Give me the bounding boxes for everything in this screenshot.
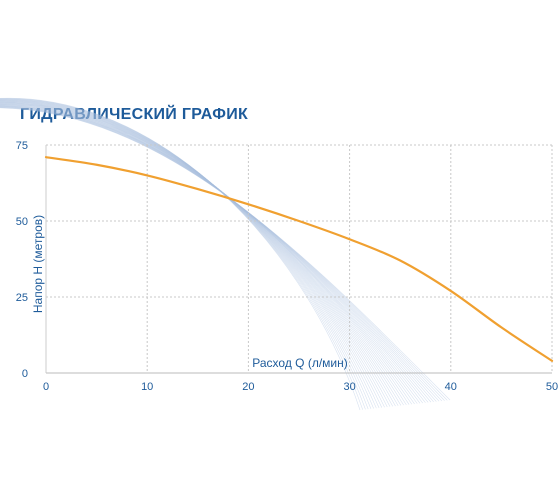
wave-line	[0, 104, 426, 403]
y-tick-label: 0	[22, 368, 28, 380]
series-line	[44, 156, 554, 362]
x-tick-label: 0	[43, 381, 49, 393]
wave-line	[0, 98, 369, 410]
wave-line	[0, 104, 418, 404]
wave-line	[0, 106, 443, 402]
wave-line	[0, 98, 364, 410]
y-axis-label: Напор H (метров)	[31, 215, 45, 313]
wave-line	[0, 100, 385, 408]
wave-line	[0, 103, 410, 405]
wave-line	[0, 106, 440, 402]
x-tick-label: 20	[242, 381, 254, 393]
x-tick-label: 10	[141, 381, 153, 393]
x-tick-label: 30	[343, 381, 355, 393]
y-tick-label: 25	[16, 292, 28, 304]
wave-line	[0, 100, 380, 409]
wave-line	[0, 103, 413, 405]
wave-line	[0, 98, 366, 410]
x-tick-label: 50	[546, 381, 558, 393]
y-tick-label: 75	[16, 140, 28, 152]
x-tick-label: 40	[445, 381, 457, 393]
wave-line	[0, 106, 437, 402]
wave-line	[0, 100, 388, 408]
wave-line	[0, 102, 399, 406]
y-tick-label: 50	[16, 216, 28, 228]
wave-line	[0, 104, 423, 404]
wave-line	[0, 100, 383, 408]
chart-title: ГИДРАВЛИЧЕСКИЙ ГРАФИК	[20, 106, 249, 123]
wave-line	[0, 105, 429, 403]
wave-line	[0, 98, 361, 411]
wave-line	[0, 102, 407, 406]
wave-line	[0, 105, 432, 403]
wave-line	[0, 101, 393, 407]
wave-line	[0, 107, 451, 401]
wave-line	[0, 101, 396, 407]
x-axis-label: Расход Q (л/мин)	[252, 356, 347, 370]
wave-line	[0, 99, 377, 409]
series	[44, 156, 554, 362]
wave-line	[0, 105, 434, 403]
wave-line	[0, 99, 372, 409]
wave-line	[0, 99, 374, 409]
wave-line	[0, 104, 421, 404]
axes: 0 10 20 30 40 50 0 25 50 75	[16, 140, 558, 393]
wave-line	[0, 103, 415, 405]
